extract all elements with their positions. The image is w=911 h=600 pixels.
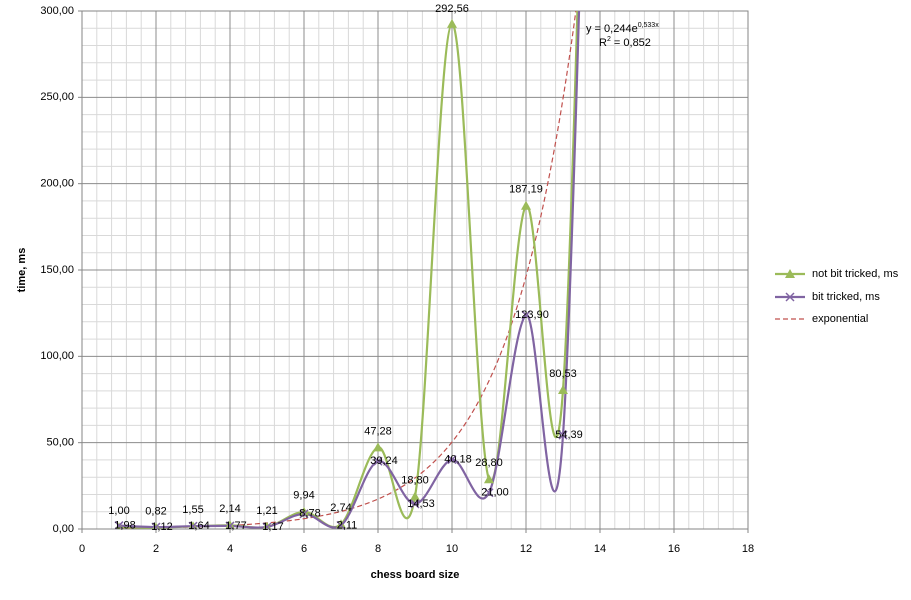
data-label: 292,56: [435, 3, 469, 15]
marker: [521, 200, 531, 210]
marker: [299, 509, 309, 519]
r2-rest: = 0,852: [611, 37, 651, 49]
marker: [114, 521, 124, 529]
data-label: 2,74: [330, 502, 351, 514]
marker: [410, 499, 420, 509]
data-label: 1,00: [108, 505, 129, 517]
r2-exponent: 2: [607, 36, 611, 43]
x-tick-label: 8: [375, 543, 381, 555]
data-label: 1,21: [256, 505, 277, 517]
data-label: 8,78: [299, 508, 320, 520]
x-tick-label: 14: [594, 543, 606, 555]
legend-marker: [785, 292, 795, 302]
data-label: 21,00: [481, 487, 509, 499]
marker: [484, 488, 494, 498]
data-label: 18,80: [401, 474, 429, 486]
data-label: 28,80: [475, 457, 503, 469]
trendline-r2: R2 = 0,852: [599, 36, 651, 49]
data-label: 1,55: [182, 504, 203, 516]
legend-marker: [785, 269, 795, 278]
trendline: [118, 11, 577, 529]
legend-label: exponential: [812, 313, 868, 325]
data-label: 1,77: [225, 520, 246, 532]
data-label: 39,24: [370, 455, 398, 467]
data-label: 1,64: [188, 520, 209, 532]
y-tick-label: 300,00: [40, 5, 74, 17]
marker: [521, 310, 531, 320]
marker: [484, 474, 494, 484]
y-tick-label: 0,00: [53, 523, 74, 535]
data-label: 2,14: [219, 503, 240, 515]
y-tick-label: 250,00: [40, 91, 74, 103]
plot-border: [81, 10, 749, 530]
data-label: 1,98: [114, 519, 135, 531]
equation-base: y = 0,244e: [586, 23, 638, 35]
marker: [262, 522, 272, 529]
marker: [299, 506, 309, 516]
r2-base: R: [599, 37, 607, 49]
y-axis-title: time, ms: [16, 248, 28, 293]
x-tick-label: 0: [79, 543, 85, 555]
data-label: 9,94: [293, 490, 314, 502]
marker: [188, 521, 198, 529]
legend-label: bit tricked, ms: [812, 291, 880, 303]
marker: [225, 520, 235, 529]
trendline-equation: y = 0,244e0,533x: [586, 22, 659, 35]
marker: [152, 522, 160, 529]
marker: [336, 519, 346, 529]
x-tick-label: 2: [153, 543, 159, 555]
x-tick-label: 6: [301, 543, 307, 555]
x-tick-label: 10: [446, 543, 458, 555]
legend-label: not bit tricked, ms: [812, 268, 899, 280]
y-tick-label: 50,00: [46, 437, 74, 449]
marker: [225, 521, 235, 529]
series-line: [118, 11, 579, 529]
data-label: 2,11: [337, 519, 358, 531]
marker: [336, 520, 346, 529]
y-tick-label: 150,00: [40, 264, 74, 276]
marker: [558, 384, 568, 394]
data-label: 54,39: [555, 429, 583, 441]
y-tick-label: 100,00: [40, 350, 74, 362]
marker: [447, 455, 457, 465]
marker: [447, 18, 457, 28]
marker: [410, 491, 420, 501]
data-label: 1,17: [262, 521, 283, 533]
x-tick-label: 16: [668, 543, 680, 555]
x-tick-label: 4: [227, 543, 233, 555]
data-label: 40,18: [444, 454, 472, 466]
marker: [373, 456, 383, 466]
series-line: [118, 11, 581, 529]
plot-area: [114, 11, 581, 529]
data-label: 0,82: [145, 505, 166, 517]
equation-exponent: 0,533x: [638, 22, 660, 29]
data-label: 14,53: [407, 498, 435, 510]
data-label: 187,19: [509, 184, 543, 196]
data-label: 47,28: [364, 425, 392, 437]
marker: [263, 521, 271, 529]
x-tick-label: 18: [742, 543, 754, 555]
data-label: 1,12: [151, 521, 172, 533]
x-tick-label: 12: [520, 543, 532, 555]
x-axis-title: chess board size: [371, 569, 460, 581]
data-label: 123,90: [515, 309, 549, 321]
y-tick-label: 200,00: [40, 178, 74, 190]
marker: [373, 442, 383, 452]
marker: [151, 522, 161, 529]
data-label: 80,53: [549, 368, 577, 380]
marker: [558, 430, 568, 440]
